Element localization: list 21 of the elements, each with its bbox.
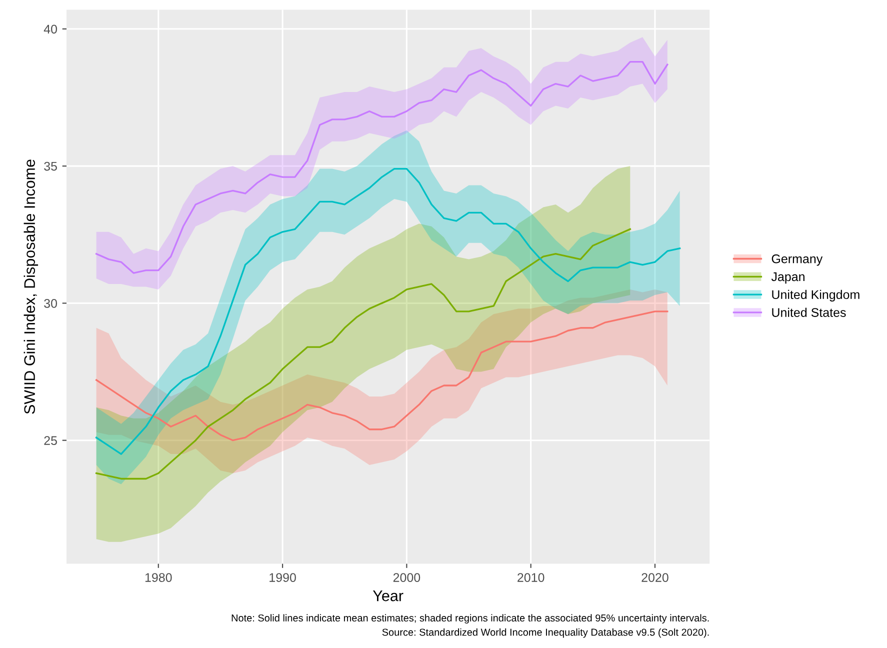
x-tick-label: 2000 (393, 573, 420, 582)
x-tick-label: 1990 (270, 573, 296, 582)
line-series (95, 310, 668, 442)
legend-label: United States (772, 308, 846, 317)
y-tick-label: 25 (44, 436, 57, 445)
legend-label: United Kingdom (772, 290, 860, 302)
x-axis-title: Year (372, 590, 404, 602)
x-tick-label: 2020 (642, 573, 668, 582)
text: Note: Solid lines indicate mean estimates; shaded regions indicate the associated 95% uncertainty intervals. (232, 614, 709, 624)
legend-label: Japan (771, 272, 804, 284)
line-series (95, 61, 668, 274)
x-tick-label: 2010 (518, 573, 544, 582)
y-axis-title: SWIID Gini Index, Disposable Income (24, 160, 38, 414)
y-tick-label: 40 (44, 24, 58, 34)
line-series (95, 168, 681, 455)
y-tick-label: 35 (44, 162, 57, 171)
legend-label: Germany (772, 254, 823, 266)
source-note: Source: Standardized World Income Inequality Database v9.5 (Solt 2020). (382, 628, 709, 638)
x-tick-label: 1980 (145, 573, 172, 582)
line-series (95, 228, 631, 480)
y-tick-label: 30 (44, 298, 58, 308)
